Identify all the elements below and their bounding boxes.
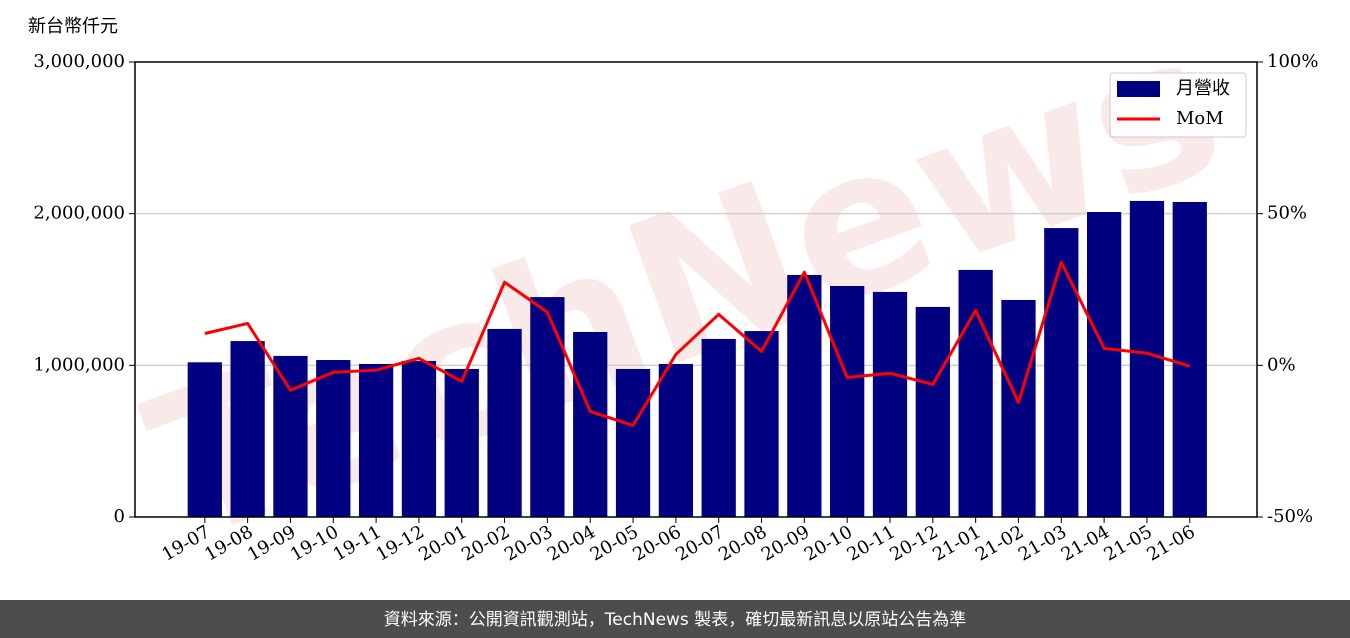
bar: [358, 363, 394, 517]
x-tick-label: 20-07: [672, 521, 727, 565]
bar: [958, 269, 993, 517]
footer: 資料來源：公開資訊觀測站，TechNews 製表，確切最新訊息以原站公告為準: [384, 610, 966, 630]
bar: [658, 363, 694, 517]
bar: [915, 306, 950, 517]
y2-tick-label: 100%: [1267, 51, 1318, 72]
y2-tick-label: 50%: [1267, 203, 1307, 224]
x-tick-label: 20-10: [801, 521, 856, 565]
bar: [316, 360, 351, 517]
legend-label: 月營收: [1176, 78, 1230, 99]
y-axis-label: 新台幣仟元: [28, 16, 118, 37]
x-tick-label: 20-12: [886, 521, 941, 565]
bar: [401, 360, 437, 517]
x-tick-label: 21-01: [929, 521, 984, 565]
x-tick-label: 21-03: [1015, 521, 1070, 565]
x-tick-label: 20-08: [715, 521, 770, 565]
y2-tick-label: -50%: [1267, 506, 1313, 527]
y2-tick-label: 0%: [1267, 354, 1296, 375]
x-tick-label: 19-12: [372, 521, 427, 565]
bar: [872, 291, 908, 517]
bar: [615, 368, 651, 517]
bar: [1044, 228, 1079, 517]
bar: [444, 368, 479, 517]
legend-label: MoM: [1176, 108, 1224, 129]
bar: [701, 338, 736, 517]
legend-swatch: [1117, 81, 1160, 97]
x-tick-label: 20-11: [844, 521, 899, 565]
x-tick-label: 20-02: [458, 521, 513, 565]
bar: [487, 328, 522, 517]
plot-frame: [134, 61, 1258, 518]
x-tick-label: 21-02: [972, 521, 1027, 565]
bar: [1001, 299, 1036, 517]
x-tick-label: 20-05: [587, 521, 642, 565]
bar: [744, 331, 779, 517]
x-tick-label: 21-05: [1101, 521, 1156, 565]
bar: [230, 341, 265, 517]
bar: [787, 274, 822, 517]
line: [204, 260, 1191, 427]
bar: [1086, 211, 1122, 517]
footer-bar: [0, 600, 1350, 638]
bar: [573, 331, 608, 517]
y-tick-label: 0: [114, 506, 125, 527]
x-tick-label: 20-01: [415, 521, 470, 565]
y-tick-label: 3,000,000: [33, 51, 125, 72]
x-tick-label: 20-03: [501, 521, 556, 565]
bar: [1172, 201, 1207, 517]
x-tick-label: 20-06: [629, 521, 684, 565]
x-tick-label: 21-06: [1143, 521, 1198, 565]
y-tick-label: 1,000,000: [33, 354, 125, 375]
x-tick-label: 20-04: [544, 521, 599, 565]
x-tick-label: 21-04: [1058, 521, 1113, 565]
bar: [273, 355, 308, 517]
bar: [1129, 200, 1165, 517]
bar: [187, 362, 222, 517]
bar: [530, 297, 565, 517]
y-tick-label: 2,000,000: [33, 203, 125, 224]
bar: [830, 286, 865, 517]
x-tick-label: 20-09: [758, 521, 813, 565]
